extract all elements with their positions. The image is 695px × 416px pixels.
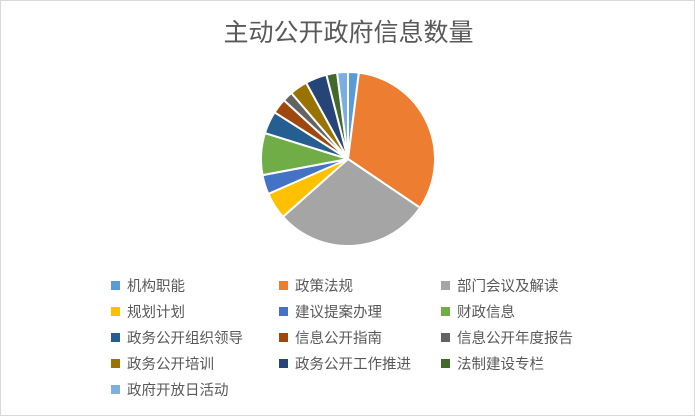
legend-item: 建议提案办理 bbox=[279, 301, 382, 322]
legend-item: 政务公开培训 bbox=[111, 353, 214, 374]
legend-item: 机构职能 bbox=[111, 275, 185, 296]
legend-item: 政策法规 bbox=[279, 275, 353, 296]
legend-item: 信息公开年度报告 bbox=[441, 327, 573, 348]
legend-item: 规划计划 bbox=[111, 301, 185, 322]
legend-item: 财政信息 bbox=[441, 301, 515, 322]
legend-swatch bbox=[441, 307, 450, 316]
legend-swatch bbox=[441, 281, 450, 290]
legend-label: 法制建设专栏 bbox=[457, 357, 544, 373]
legend-item: 信息公开指南 bbox=[279, 327, 382, 348]
legend-swatch bbox=[111, 333, 120, 342]
legend-swatch bbox=[279, 333, 288, 342]
legend-swatch bbox=[441, 359, 450, 368]
legend-item: 政务公开工作推进 bbox=[279, 353, 411, 374]
legend-swatch bbox=[111, 385, 120, 394]
legend-label: 信息公开指南 bbox=[295, 331, 382, 347]
legend-label: 政策法规 bbox=[295, 279, 353, 295]
legend-item: 法制建设专栏 bbox=[441, 353, 544, 374]
legend-swatch bbox=[111, 307, 120, 316]
legend-label: 建议提案办理 bbox=[295, 305, 382, 321]
legend-label: 机构职能 bbox=[127, 279, 185, 295]
legend-swatch bbox=[279, 359, 288, 368]
legend-swatch bbox=[279, 281, 288, 290]
legend-item: 政务公开组织领导 bbox=[111, 327, 243, 348]
legend-swatch bbox=[111, 281, 120, 290]
legend-label: 政府开放日活动 bbox=[127, 383, 229, 399]
legend-item: 政府开放日活动 bbox=[111, 379, 229, 400]
legend-label: 规划计划 bbox=[127, 305, 185, 321]
legend-swatch bbox=[441, 333, 450, 342]
pie-slice-3 bbox=[281, 157, 422, 247]
legend-swatch bbox=[279, 307, 288, 316]
pie-slice-13 bbox=[335, 70, 349, 160]
legend-label: 政务公开培训 bbox=[127, 357, 214, 373]
legend-label: 政务公开工作推进 bbox=[295, 357, 411, 373]
legend-swatch bbox=[111, 359, 120, 368]
legend-label: 财政信息 bbox=[457, 305, 515, 321]
legend-label: 部门会议及解读 bbox=[457, 279, 559, 295]
legend-label: 信息公开年度报告 bbox=[457, 331, 573, 347]
legend-label: 政务公开组织领导 bbox=[127, 331, 243, 347]
legend-item: 部门会议及解读 bbox=[441, 275, 559, 296]
pie-slice-2 bbox=[346, 71, 436, 210]
chart-title: 主动公开政府信息数量 bbox=[223, 18, 474, 47]
